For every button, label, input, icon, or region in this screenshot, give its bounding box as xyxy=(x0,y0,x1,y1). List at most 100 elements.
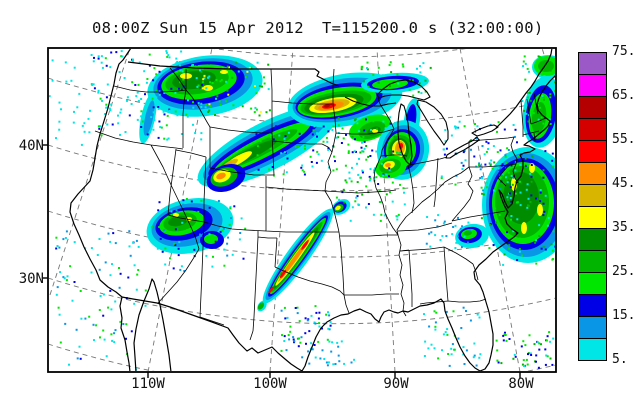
radar-speckle xyxy=(232,104,235,107)
colorbar-cell xyxy=(578,52,607,75)
radar-speckle xyxy=(130,330,133,333)
radar-speckle xyxy=(521,254,524,257)
radar-speckle xyxy=(167,54,170,57)
radar-speckle xyxy=(470,139,473,142)
radar-speckle xyxy=(360,135,363,138)
radar-speckle xyxy=(408,88,411,91)
radar-speckle xyxy=(316,135,318,138)
radar-speckle xyxy=(313,344,316,346)
radar-speckle xyxy=(424,79,427,82)
radar-speckle xyxy=(120,55,123,58)
radar-speckle xyxy=(65,279,68,282)
radar-speckle xyxy=(111,123,114,126)
radar-speckle xyxy=(347,150,350,153)
radar-speckle xyxy=(510,200,513,203)
radar-speckle xyxy=(301,169,304,172)
radar-speckle xyxy=(283,306,286,309)
radar-speckle xyxy=(338,198,341,201)
radar-speckle xyxy=(429,245,432,248)
radar-speckle xyxy=(216,95,219,98)
radar-speckle xyxy=(131,60,134,63)
radar-speckle xyxy=(361,193,364,196)
radar-speckle xyxy=(306,319,309,322)
radar-speckle xyxy=(351,166,353,169)
radar-speckle xyxy=(538,348,541,351)
radar-speckle xyxy=(308,362,311,365)
radar-speckle xyxy=(337,354,340,357)
radar-speckle xyxy=(508,231,511,234)
radar-speckle xyxy=(285,171,288,174)
radar-speckle xyxy=(73,241,76,244)
radar-speckle xyxy=(376,76,379,79)
radar-speckle xyxy=(71,299,74,302)
radar-speckle xyxy=(303,170,306,173)
radar-speckle xyxy=(190,200,193,203)
radar-speckle xyxy=(445,310,448,313)
radar-speckle xyxy=(187,59,190,61)
radar-speckle xyxy=(99,336,101,339)
radar-echo-blob xyxy=(464,230,472,236)
radar-speckle xyxy=(242,257,245,260)
radar-speckle xyxy=(372,73,375,76)
radar-speckle xyxy=(371,149,374,152)
lat-tick-label: 30N xyxy=(18,271,44,287)
radar-speckle xyxy=(510,218,512,221)
radar-speckle xyxy=(166,138,169,141)
radar-speckle xyxy=(482,189,485,192)
radar-speckle xyxy=(489,164,492,167)
radar-speckle xyxy=(105,355,108,358)
radar-speckle xyxy=(97,57,100,60)
radar-speckle xyxy=(58,101,61,104)
radar-speckle xyxy=(168,56,171,59)
radar-speckle xyxy=(460,327,463,329)
radar-speckle xyxy=(226,254,229,257)
radar-speckle xyxy=(137,83,140,86)
radar-speckle xyxy=(426,216,429,218)
radar-speckle xyxy=(91,84,94,86)
radar-speckle xyxy=(514,161,517,163)
radar-speckle xyxy=(124,131,127,133)
radar-speckle xyxy=(439,239,442,241)
colorbar-cell xyxy=(578,162,607,185)
radar-speckle xyxy=(150,116,153,119)
radar-speckle xyxy=(99,97,102,100)
radar-speckle xyxy=(389,116,392,119)
radar-speckle xyxy=(350,361,353,364)
radar-speckle xyxy=(337,117,340,120)
radar-speckle xyxy=(62,276,65,279)
radar-speckle xyxy=(145,81,148,84)
radar-speckle xyxy=(475,364,478,367)
radar-speckle xyxy=(263,76,265,79)
radar-speckle xyxy=(496,151,499,154)
coastline-layer xyxy=(69,49,555,371)
radar-speckle xyxy=(135,288,138,291)
radar-speckle xyxy=(362,136,365,138)
radar-speckle xyxy=(201,83,204,86)
radar-speckle xyxy=(443,153,446,156)
radar-speckle xyxy=(381,74,384,77)
radar-speckle xyxy=(493,189,495,192)
radar-speckle xyxy=(199,88,202,91)
radar-speckle xyxy=(112,232,115,235)
radar-speckle xyxy=(177,254,180,257)
radar-speckle xyxy=(460,161,463,164)
radar-speckle xyxy=(461,225,464,228)
radar-speckle xyxy=(117,122,120,125)
radar-speckle xyxy=(475,165,478,168)
radar-speckle xyxy=(520,345,523,348)
radar-speckle xyxy=(476,313,479,316)
radar-speckle xyxy=(506,231,508,234)
radar-speckle xyxy=(454,224,457,227)
colorbar-tick-label: 15. xyxy=(612,308,636,323)
radar-speckle xyxy=(462,306,465,309)
radar-speckle xyxy=(105,64,108,67)
radar-speckle xyxy=(533,343,536,346)
radar-speckle xyxy=(95,324,98,327)
radar-speckle xyxy=(175,62,178,65)
radar-echo-blob xyxy=(279,269,287,279)
radar-speckle xyxy=(390,71,393,74)
radar-speckle xyxy=(133,264,136,267)
radar-speckle xyxy=(519,163,522,166)
colorbar-cell xyxy=(578,184,607,207)
radar-speckle xyxy=(451,343,454,346)
